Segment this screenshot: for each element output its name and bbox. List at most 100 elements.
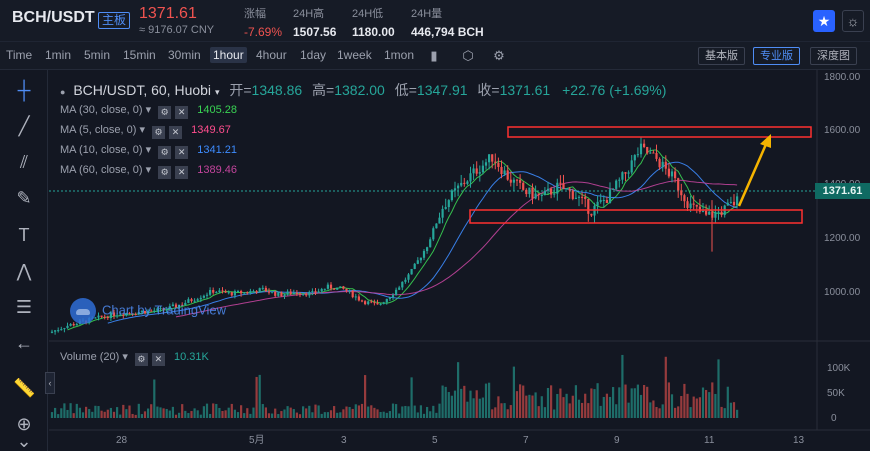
timeframe-1day[interactable]: 1day [300,48,327,62]
legend-close-label: 收= [477,82,500,98]
pair-name[interactable]: BCH/USDT [12,9,95,26]
zoom-in-icon[interactable]: ⊕ [16,414,32,434]
mode-depth-button[interactable]: 深度图 [810,47,857,65]
timeframe-1mon[interactable]: 1mon [384,48,415,62]
candle-body [506,170,509,180]
volume-bar [701,387,705,418]
candle-body [689,203,692,208]
ma-close-icon[interactable]: ✕ [169,126,183,139]
ma-60-legend[interactable]: MA (60, close, 0) ▾ ⚙ ✕ 1389.46 [60,164,238,179]
volume-legend[interactable]: Volume (20) ▾ ⚙ ✕ 10.31K [60,351,209,366]
mode-basic-button[interactable]: 基本版 [698,47,745,65]
ma-settings-gear-icon[interactable]: ⚙ [152,126,166,139]
theme-sun-icon[interactable]: ☼ [842,10,864,32]
candle-body [677,178,680,191]
volume-bar [227,407,230,418]
volume-bar [388,411,391,418]
candle-body [125,312,128,316]
mode-pro-button[interactable]: 专业版 [753,47,800,65]
back-arrow-icon[interactable]: ← [15,333,33,353]
collapse-chevron-icon[interactable]: ⌄ [16,431,32,451]
candle-body [503,170,506,175]
candle-body [612,188,615,190]
volume-bar [218,407,221,418]
volume-bar [91,411,94,418]
candle-body [103,316,106,318]
candle-body [212,290,215,293]
ma-30-legend[interactable]: MA (30, close, 0) ▾ ⚙ ✕ 1405.28 [60,104,238,119]
ticker-bar: BCH/USDT 主板 1371.61 ≈ 9176.07 CNY 涨幅 -7.… [0,0,870,42]
volume-bar [416,412,419,418]
volume-label: 24H量 [411,8,443,20]
volume-bar [326,412,329,418]
candle-body [540,195,543,197]
timeframe-4hour[interactable]: 4hour [256,48,287,62]
candle-body [391,295,395,298]
legend-symbol[interactable]: BCH/USDT, 60, Huobi [73,82,212,98]
volume-bar [491,409,494,418]
text-tool-icon[interactable]: T [18,225,30,245]
timeframe-30min[interactable]: 30min [168,48,201,62]
timeframe-15min[interactable]: 15min [123,48,156,62]
candle-body [599,200,602,202]
volume-bar [280,411,283,418]
price-chart[interactable]: 1800.00 1600.00 1400.00 1200.00 1000.00 … [49,70,870,451]
volume-axis: 100K 50K 0 [827,363,851,424]
volume-settings-gear-icon[interactable]: ⚙ [134,353,148,366]
candle-body [655,152,658,159]
ruler-icon[interactable]: 📏 [13,378,36,398]
tradingview-watermark[interactable]: Chart by TradingView [70,298,226,324]
ma-settings-gear-icon[interactable]: ⚙ [158,106,172,119]
ma-close-icon[interactable]: ✕ [175,146,189,159]
volume-bar [646,386,649,418]
chart-style-icon[interactable]: ▮ [430,48,438,63]
fib-retracement-icon[interactable]: ☰ [15,297,33,317]
timeframe-1hour[interactable]: 1hour [210,47,247,63]
candle-body [453,188,457,191]
ma-10-legend[interactable]: MA (10, close, 0) ▾ ⚙ ✕ 1341.21 [60,144,238,159]
legend-collapse-icon[interactable]: ● [60,87,66,97]
volume-bar [450,395,453,418]
volume-bar [54,407,57,418]
candle-body [636,154,639,156]
candle-body [140,310,143,313]
volume-bar [695,398,698,418]
ma-close-icon[interactable]: ✕ [175,106,189,119]
volume-bar [723,408,726,418]
brush-icon[interactable]: ✎ [16,188,32,208]
last-price: 1371.61 [139,5,197,22]
crosshair-icon[interactable]: ┼ [17,80,31,100]
candle-body [602,200,605,202]
timeframe-5min[interactable]: 5min [84,48,111,62]
timeframe-1week[interactable]: 1week [337,48,372,62]
favorite-star-icon[interactable]: ★ [813,10,835,32]
volume-bar [286,406,289,418]
candle-body [128,312,131,314]
volume-legend-label: Volume (20) [60,351,120,363]
candle-body [199,297,202,300]
candle-body [134,314,137,316]
volume-bar [243,413,246,418]
volume-bar [472,398,475,418]
volume-close-icon[interactable]: ✕ [151,353,165,366]
trend-line-icon[interactable]: ╱ [18,116,30,136]
volume-bar [168,410,171,418]
ma-settings-gear-icon[interactable]: ⚙ [158,146,172,159]
volume-bar [422,413,426,418]
candle-body [398,287,401,290]
timeframe-1min[interactable]: 1min [45,48,72,62]
volume-bar [258,374,261,418]
volume-bar [550,385,553,418]
parallel-channel-icon[interactable]: ⫽ [19,152,29,172]
legend-dropdown-icon[interactable]: ▾ [214,87,220,97]
volume-bar [137,403,140,418]
pane-collapse-button[interactable]: ‹ [45,372,55,394]
settings-gear-icon[interactable]: ⚙ [493,48,505,63]
timeframe-time[interactable]: Time [6,48,33,62]
indicators-icon[interactable]: ⬡ [462,48,474,63]
ma-settings-gear-icon[interactable]: ⚙ [158,166,172,179]
ma-close-icon[interactable]: ✕ [175,166,189,179]
candle-body [326,284,329,289]
ma-5-legend[interactable]: MA (5, close, 0) ▾ ⚙ ✕ 1349.67 [60,124,231,139]
pattern-icon[interactable]: ⋀ [16,261,32,281]
